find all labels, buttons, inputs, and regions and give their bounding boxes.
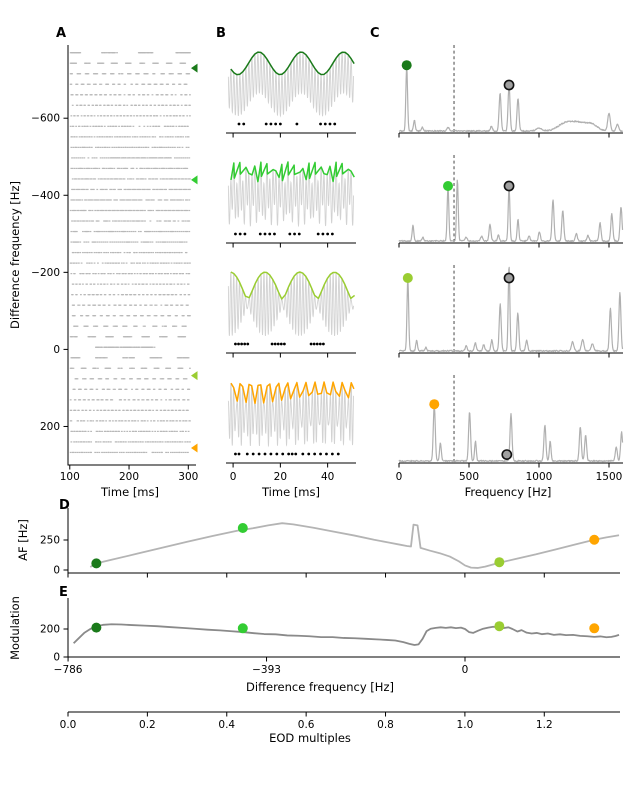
panel-c-letter: C [370,26,380,41]
panel-a-letter: A [56,26,67,41]
panel-c-axis-2 [398,242,623,248]
svg-text:0: 0 [396,471,403,483]
svg-text:200: 200 [40,624,60,636]
panel-c-subplot-4 [398,375,624,463]
svg-text:500: 500 [459,471,479,483]
svg-text:1000: 1000 [526,471,553,483]
panel-d-axes: 0 250 [40,508,620,578]
panel-e [72,621,620,646]
panel-b-subplot-4 [227,380,355,448]
panel-e-xlabel: Difference frequency [Hz] [246,680,394,694]
panel-b-subplot-1 [227,50,355,118]
svg-text:1.0: 1.0 [457,719,474,731]
svg-text:0: 0 [53,565,60,577]
spectrum-peak-dot [443,181,453,191]
svg-text:200: 200 [119,471,139,483]
eod-frequency-circle-marker [503,79,515,91]
panel-b-axis-3 [226,352,356,358]
panel-b-subplot-3 [227,271,356,337]
svg-text:0: 0 [53,652,60,664]
panel-b-letter: B [216,26,226,41]
panel-d-letter: D [59,498,70,513]
panel-c-axis-1 [398,132,623,138]
svg-text:40: 40 [321,471,334,483]
svg-text:200: 200 [40,421,60,433]
panel-c-axis-3 [398,352,623,358]
svg-text:−200: −200 [31,267,60,279]
svg-text:0.2: 0.2 [139,719,156,731]
eod-frequency-circle-marker [501,449,513,460]
panel-b-axis-4: 0 20 40 [226,462,356,483]
eod-frequency-circle-marker [503,180,515,192]
panel-a-sample-markers [191,63,198,453]
panel-b-subplot-2 [227,161,355,228]
svg-text:1500: 1500 [596,471,623,483]
svg-text:−600: −600 [31,113,60,125]
svg-text:−400: −400 [31,190,60,202]
panel-b-spikes-4 [234,452,340,456]
svg-text:−393: −393 [252,664,281,676]
panel-e-ylabel: Modulation [8,596,22,660]
svg-text:1.2: 1.2 [536,719,553,731]
spectrum-peak-dot [429,399,440,410]
panel-e-letter: E [59,585,68,600]
svg-text:0: 0 [230,471,237,483]
svg-text:0.8: 0.8 [377,719,394,731]
panel-d-ylabel: AF [Hz] [16,519,30,561]
spectrum-peak-dot [401,60,412,71]
panel-b-spikes-2 [234,232,334,236]
svg-text:0.6: 0.6 [298,719,315,731]
panel-e-axes: 0 200 −786 −393 0 [40,598,620,676]
svg-text:0.4: 0.4 [218,719,235,731]
eod-axis-label: EOD multiples [269,731,351,745]
panel-c-subplot-3 [398,265,624,353]
panel-b-xlabel: Time [ms] [262,485,320,499]
panel-b-axis-1 [226,132,356,138]
svg-text:0: 0 [53,344,60,356]
panel-c-subplot-1 [398,45,624,133]
eod-frequency-circle-marker [503,272,515,284]
panel-a-xlabel: Time [ms] [101,485,159,499]
panel-b-spikes-1 [237,122,337,126]
svg-text:0.0: 0.0 [60,719,77,731]
svg-text:0: 0 [462,664,469,676]
panel-a-axes: −600 −400 −200 0 200 100 200 300 [31,45,198,483]
svg-text:20: 20 [274,471,287,483]
svg-text:−786: −786 [54,664,83,676]
panel-c-subplot-2 [398,155,624,243]
panel-a-raster [69,52,191,454]
svg-text:250: 250 [40,535,60,547]
svg-text:100: 100 [60,471,80,483]
spectrum-peak-dot [402,273,413,283]
panel-b-spikes-3 [234,342,325,346]
eod-multiples-axis: 0.0 0.2 0.4 0.6 0.8 1.0 1.2 [60,711,620,731]
panel-c-axis-4: 0 500 1000 1500 [396,462,623,483]
svg-text:300: 300 [178,471,198,483]
panel-d [89,522,620,569]
panel-a-ylabel: Difference frequency [Hz] [8,181,22,329]
panel-c-xlabel: Frequency [Hz] [464,485,552,499]
panel-b-axis-2 [226,242,356,248]
